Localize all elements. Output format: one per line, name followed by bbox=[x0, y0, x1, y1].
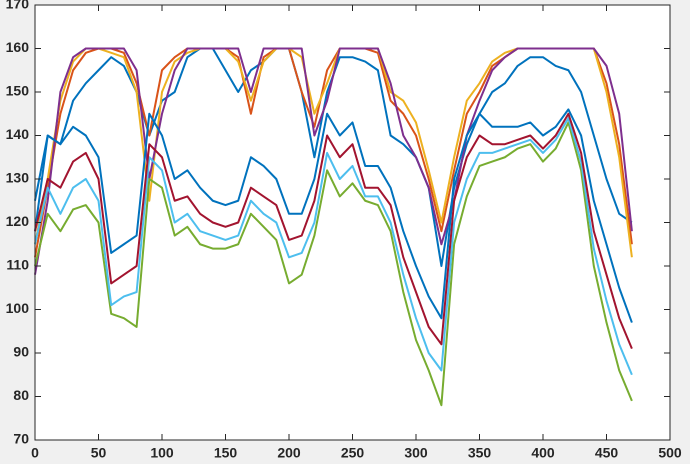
y-tick-label: 120 bbox=[6, 213, 30, 229]
x-tick-label: 50 bbox=[91, 445, 107, 461]
x-tick-label: 250 bbox=[341, 445, 365, 461]
x-tick-label: 200 bbox=[277, 445, 301, 461]
y-tick-label: 90 bbox=[13, 344, 29, 360]
y-tick-label: 170 bbox=[6, 0, 30, 12]
series-line bbox=[34, 112, 633, 350]
x-tick-label: 400 bbox=[531, 445, 555, 461]
x-tick-label: 300 bbox=[404, 445, 428, 461]
series-line bbox=[34, 108, 633, 323]
y-tick-label: 100 bbox=[6, 300, 30, 316]
x-tick-label: 100 bbox=[150, 445, 174, 461]
series-line bbox=[34, 117, 633, 376]
y-tick-label: 70 bbox=[13, 431, 29, 447]
series-line bbox=[34, 47, 633, 275]
y-tick-label: 130 bbox=[6, 170, 30, 186]
y-tick-label: 150 bbox=[6, 83, 30, 99]
y-tick-label: 80 bbox=[13, 387, 29, 403]
y-tick-label: 110 bbox=[6, 257, 29, 273]
x-tick-label: 150 bbox=[214, 445, 238, 461]
x-tick-label: 450 bbox=[595, 445, 619, 461]
x-tick-label: 350 bbox=[468, 445, 492, 461]
y-tick-label: 140 bbox=[6, 126, 30, 142]
series-line bbox=[34, 121, 633, 407]
x-tick-label: 0 bbox=[31, 445, 39, 461]
y-tick-label: 160 bbox=[6, 39, 30, 55]
x-tick-label: 500 bbox=[658, 445, 682, 461]
